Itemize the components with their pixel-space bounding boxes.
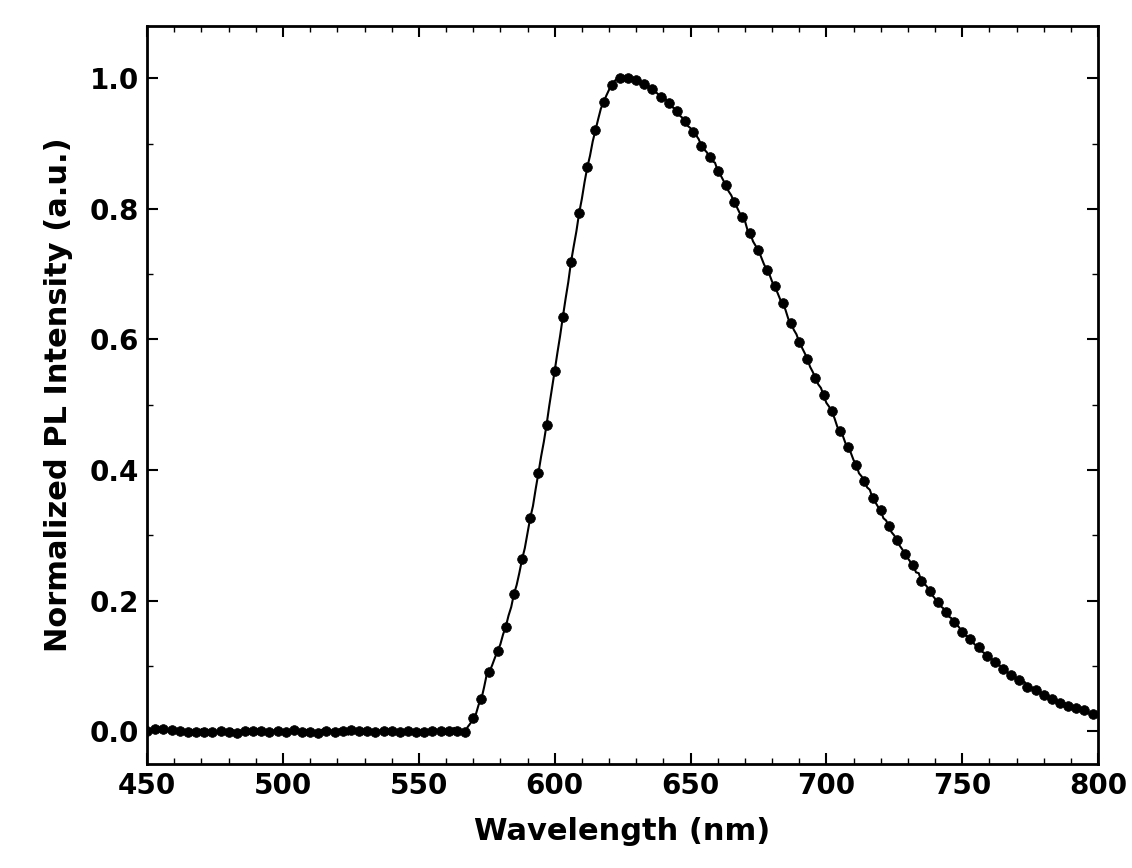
X-axis label: Wavelength (nm): Wavelength (nm): [474, 817, 771, 845]
Y-axis label: Normalized PL Intensity (a.u.): Normalized PL Intensity (a.u.): [44, 138, 72, 652]
